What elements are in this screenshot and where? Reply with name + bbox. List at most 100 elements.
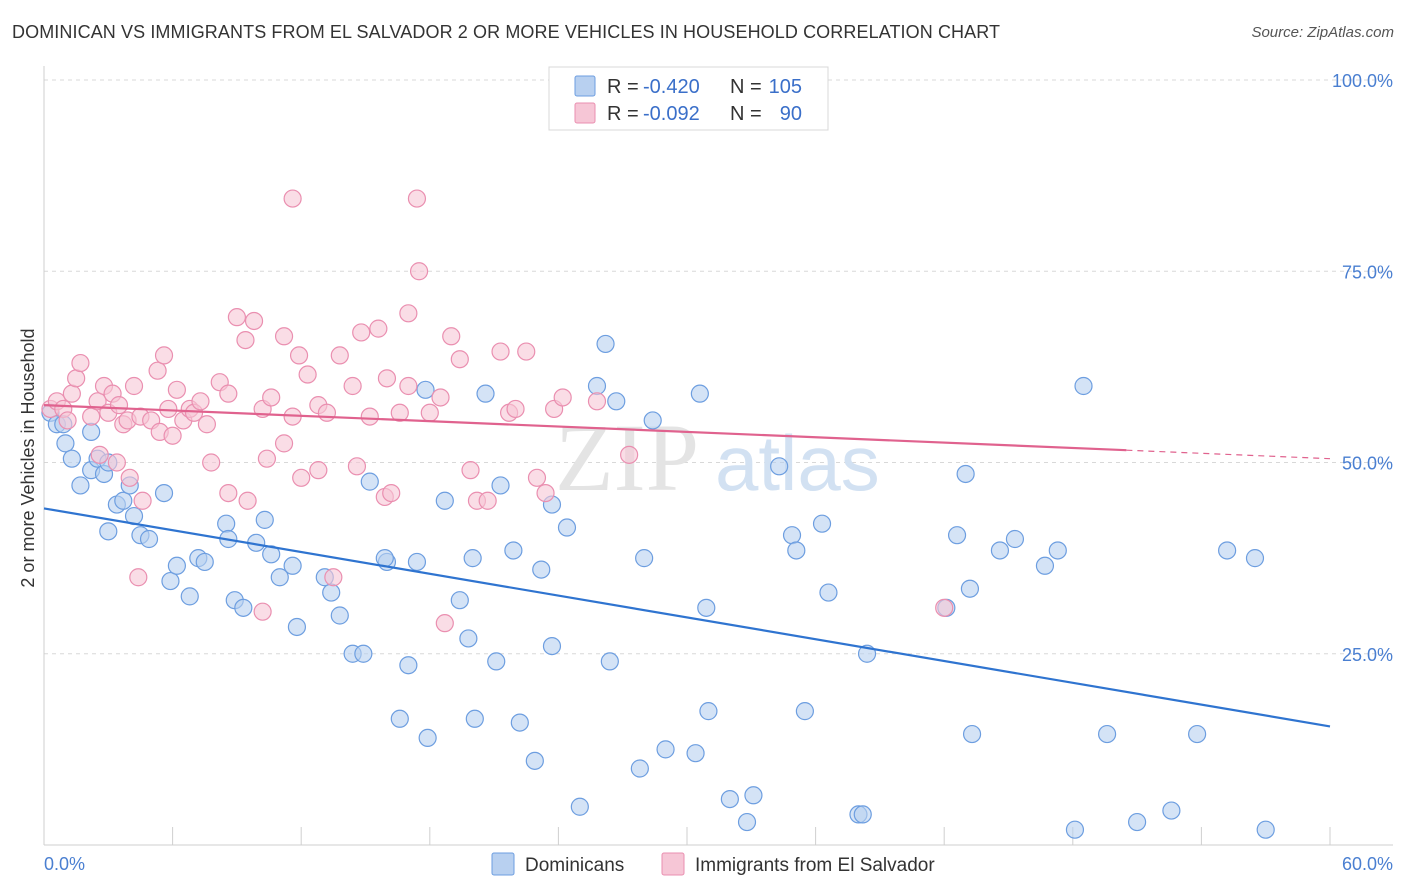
dominican-point xyxy=(720,789,739,809)
dominican-point xyxy=(154,484,174,503)
legend-n-value-1: 105 xyxy=(769,76,802,98)
el-salvador-point xyxy=(587,392,607,411)
el-salvador-point xyxy=(238,491,257,510)
dominican-point xyxy=(476,384,495,403)
bottom-legend-dominicans: Dominicans xyxy=(525,855,624,876)
el-salvador-point xyxy=(517,342,536,361)
dominican-point xyxy=(255,510,274,529)
legend-n-label-2: N = xyxy=(730,103,762,125)
el-salvador-point xyxy=(461,461,480,480)
y-tick-label: 75.0% xyxy=(1342,262,1393,282)
el-salvador-point xyxy=(298,365,317,384)
dominican-point xyxy=(487,652,506,671)
el-salvador-point xyxy=(274,327,294,346)
el-salvador-point xyxy=(90,445,109,464)
dominican-point xyxy=(962,724,982,744)
y-tick-label: 50.0% xyxy=(1342,454,1393,474)
el-salvador-point xyxy=(377,369,397,388)
dominican-point xyxy=(287,617,307,637)
dominican-point xyxy=(1188,724,1207,744)
dominican-point xyxy=(161,571,180,591)
el-salvador-point xyxy=(129,568,148,587)
el-salvador-point xyxy=(352,323,371,342)
el-salvador-point xyxy=(309,461,328,480)
el-salvador-point xyxy=(399,304,418,323)
el-salvador-point xyxy=(506,399,525,419)
dominican-point xyxy=(596,334,615,354)
dominican-point xyxy=(354,644,373,663)
dominican-point xyxy=(390,709,409,728)
el-salvador-trend-line xyxy=(43,404,1127,452)
dominican-point xyxy=(744,786,763,805)
el-salvador-point xyxy=(154,346,174,365)
dominican-point xyxy=(656,740,675,759)
el-salvador-point xyxy=(283,189,302,208)
y-axis-title: 2 or more Vehicles in Household xyxy=(18,328,38,587)
el-salvador-point xyxy=(62,384,81,403)
dominican-point xyxy=(99,522,118,541)
dominican-point xyxy=(418,728,437,748)
el-salvador-point xyxy=(82,407,101,426)
bottom-legend-el-salvador: Immigrants from El Salvador xyxy=(695,855,935,876)
el-salvador-point xyxy=(191,392,210,411)
el-salvador-point xyxy=(120,468,139,487)
legend-r-value-2: -0.092 xyxy=(643,103,700,125)
dominican-point xyxy=(217,514,236,533)
el-salvador-point xyxy=(553,388,572,407)
dominican-point xyxy=(1035,556,1055,575)
el-salvador-point xyxy=(219,484,238,503)
dominican-point xyxy=(459,629,478,648)
el-salvador-point xyxy=(292,468,311,487)
dominican-point xyxy=(570,797,589,816)
dominican-point xyxy=(1005,529,1025,549)
el-salvador-point xyxy=(343,376,362,396)
el-salvador-point xyxy=(478,491,497,510)
el-salvador-point xyxy=(435,614,454,633)
dominican-point xyxy=(737,812,757,832)
el-salvador-point xyxy=(88,392,107,411)
dominican-point xyxy=(435,491,454,510)
dominican-point xyxy=(1245,549,1265,568)
el-salvador-point xyxy=(227,308,246,327)
dominican-trend-line xyxy=(43,507,1331,728)
dominican-point xyxy=(283,556,302,575)
dominican-point xyxy=(819,583,838,602)
el-salvador-point xyxy=(197,415,216,434)
dominican-point xyxy=(416,380,435,399)
el-salvador-point xyxy=(536,484,555,503)
dominican-point xyxy=(1065,820,1085,839)
el-salvador-point xyxy=(219,384,238,403)
el-salvador-point xyxy=(317,403,337,422)
bottom-legend-swatch-dominicans xyxy=(491,852,515,876)
el-salvador-point xyxy=(620,445,639,464)
chart-title: DOMINICAN VS IMMIGRANTS FROM EL SALVADOR… xyxy=(12,22,1001,42)
dominican-point xyxy=(399,656,418,675)
el-salvador-point xyxy=(71,353,90,373)
series-legend: Dominicans Immigrants from El Salvador xyxy=(491,852,935,876)
y-tick-label: 25.0% xyxy=(1342,645,1393,665)
dominican-point xyxy=(262,545,281,564)
dominican-point xyxy=(960,579,980,598)
dominican-point xyxy=(491,476,510,495)
data-points xyxy=(41,189,1275,839)
dominican-point xyxy=(504,541,523,560)
el-salvador-point xyxy=(390,403,409,422)
dominican-point xyxy=(234,598,253,617)
dominican-point xyxy=(532,560,551,579)
el-salvador-point xyxy=(253,602,272,621)
el-salvador-point xyxy=(382,484,401,503)
dominican-point xyxy=(1256,820,1275,839)
dominican-point xyxy=(690,384,709,403)
watermark-atlas: atlas xyxy=(715,419,880,507)
el-salvador-point xyxy=(407,189,427,208)
x-tick-label-max: 60.0% xyxy=(1342,854,1393,874)
dominican-point xyxy=(607,392,626,411)
dominican-point xyxy=(1048,541,1067,560)
dominican-point xyxy=(465,709,484,728)
dominican-point xyxy=(180,587,199,606)
el-salvador-point xyxy=(491,342,510,361)
dominican-point xyxy=(643,411,662,430)
dominican-point xyxy=(1127,812,1147,832)
el-salvador-point xyxy=(450,350,469,369)
x-tick-label-min: 0.0% xyxy=(44,854,85,874)
